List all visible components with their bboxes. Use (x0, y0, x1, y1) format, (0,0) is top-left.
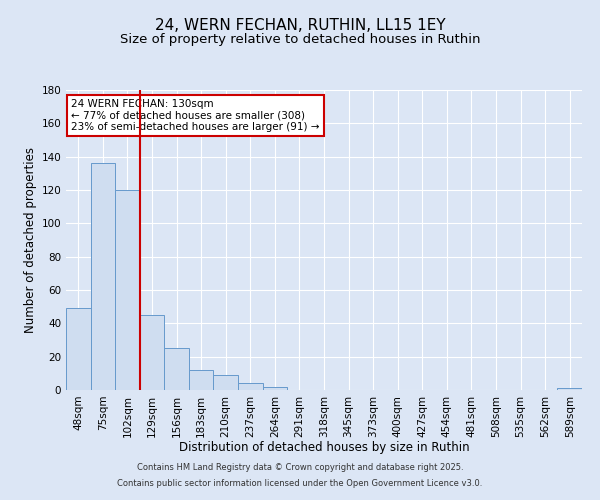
Y-axis label: Number of detached properties: Number of detached properties (24, 147, 37, 333)
Bar (189, 370, 214, 390)
Bar (238, 384, 263, 390)
Bar (164, 348, 189, 390)
Text: Size of property relative to detached houses in Ruthin: Size of property relative to detached ho… (120, 32, 480, 46)
Bar (557, 388, 582, 390)
Bar (91, 164, 115, 390)
Text: 24 WERN FECHAN: 130sqm
← 77% of detached houses are smaller (308)
23% of semi-de: 24 WERN FECHAN: 130sqm ← 77% of detached… (71, 99, 320, 132)
Bar (140, 315, 164, 390)
Bar (263, 386, 287, 390)
Bar (115, 190, 140, 390)
Text: 24, WERN FECHAN, RUTHIN, LL15 1EY: 24, WERN FECHAN, RUTHIN, LL15 1EY (155, 18, 445, 32)
Bar (214, 375, 238, 390)
X-axis label: Distribution of detached houses by size in Ruthin: Distribution of detached houses by size … (179, 441, 469, 454)
Text: Contains HM Land Registry data © Crown copyright and database right 2025.: Contains HM Land Registry data © Crown c… (137, 464, 463, 472)
Text: Contains public sector information licensed under the Open Government Licence v3: Contains public sector information licen… (118, 478, 482, 488)
Bar (66, 308, 91, 390)
